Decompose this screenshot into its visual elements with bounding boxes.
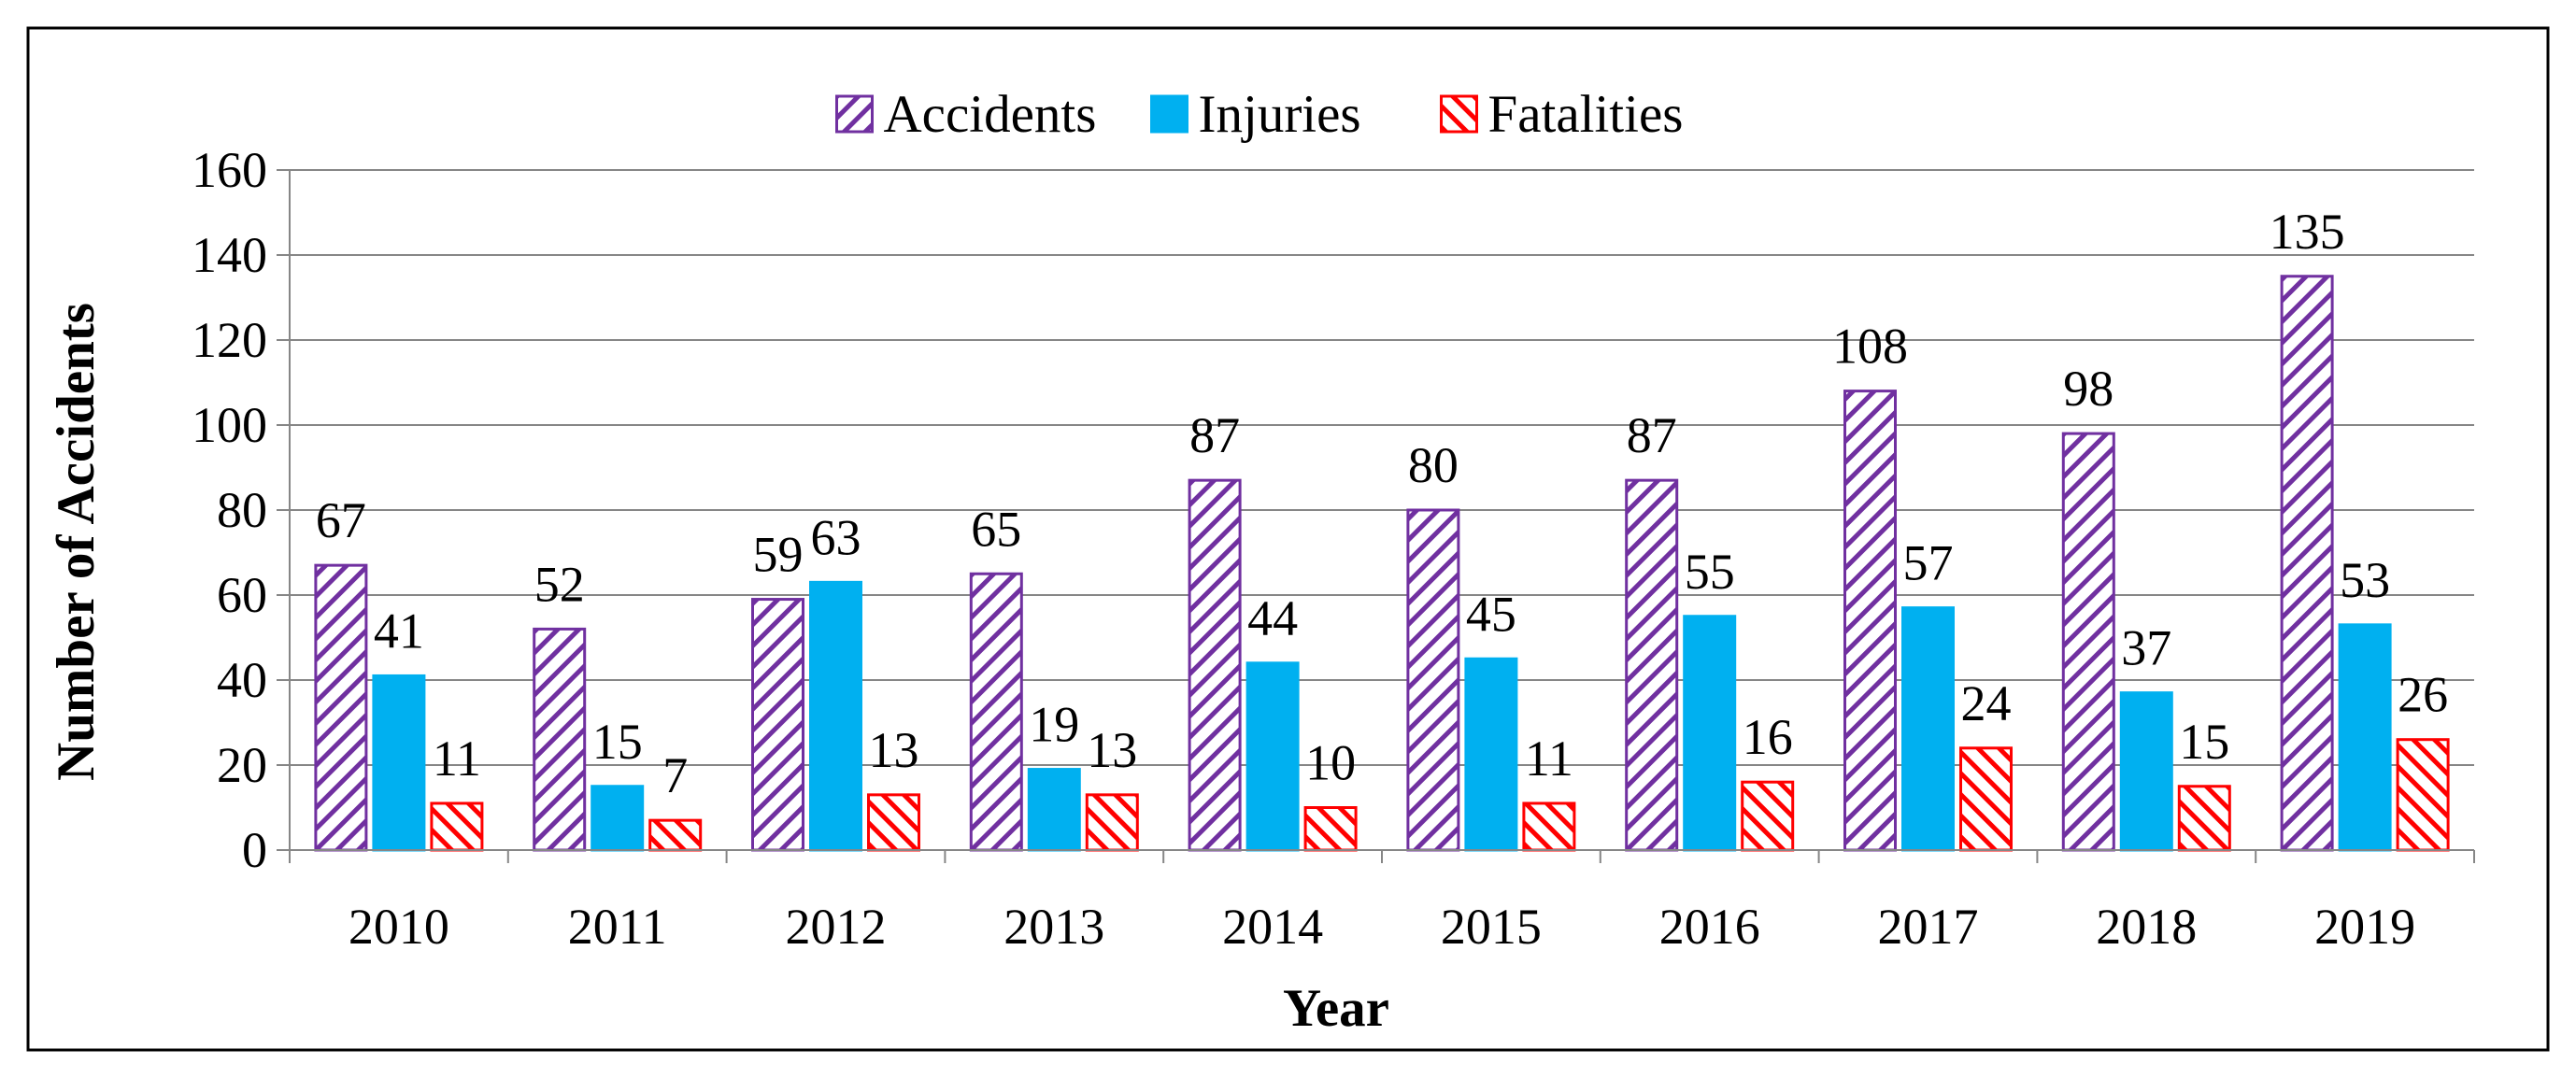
x-tick-label: 2019 (2314, 899, 2415, 955)
bar-fatalities (2396, 738, 2450, 852)
data-label-injuries: 57 (1903, 535, 1954, 591)
y-tick-label: 40 (217, 652, 267, 708)
data-label-fatalities: 11 (1525, 730, 1573, 787)
data-label-injuries: 53 (2340, 552, 2390, 608)
x-tick-label: 2015 (1441, 899, 1542, 955)
bar-injuries (372, 674, 426, 852)
legend-label-accidents: Accidents (884, 85, 1097, 144)
data-label-accidents: 67 (316, 492, 366, 548)
bar-injuries (1027, 768, 1081, 852)
bar-injuries (1683, 615, 1737, 852)
y-axis-title: Number of Accidents (47, 303, 106, 781)
bar-fatalities (430, 801, 484, 852)
data-labels: 67 52 59 65 87 80 87 108 98 135 41 15 63 19 44 45 55 57 37… (316, 204, 2448, 803)
legend-label-fatalities: Fatalities (1488, 85, 1684, 144)
x-tick-label: 2013 (1003, 899, 1104, 955)
legend-label-injuries: Injuries (1199, 85, 1361, 144)
data-label-fatalities: 10 (1305, 735, 1356, 791)
data-label-accidents: 59 (753, 527, 804, 583)
x-tick-label: 2018 (2096, 899, 2197, 955)
bar-fatalities (1085, 793, 1139, 852)
bar-injuries (2338, 623, 2392, 852)
y-tick-label: 60 (217, 567, 267, 623)
data-label-accidents: 135 (2270, 204, 2345, 260)
bar-fatalities (1522, 801, 1576, 852)
data-label-accidents: 98 (2063, 361, 2113, 417)
y-tick-label: 140 (192, 227, 267, 283)
data-label-fatalities: 24 (1961, 675, 2012, 731)
y-tick-label: 120 (192, 312, 267, 368)
x-tick-label: 2017 (1878, 899, 1979, 955)
bar-fatalities (1303, 806, 1358, 852)
bar-accidents (1625, 478, 1679, 852)
bar-accidents (2061, 432, 2115, 852)
data-label-injuries: 41 (374, 603, 424, 659)
y-tick-label: 100 (192, 397, 267, 453)
data-label-fatalities: 13 (1087, 722, 1137, 778)
bar-accidents (751, 598, 804, 852)
data-label-injuries: 44 (1247, 590, 1298, 646)
data-label-injuries: 15 (592, 714, 643, 770)
legend-swatch-fatalities (1440, 94, 1478, 134)
data-label-accidents: 80 (1408, 437, 1459, 493)
data-label-accidents: 87 (1627, 407, 1677, 463)
x-axis-title: Year (1283, 979, 1389, 1038)
bar-fatalities (1959, 746, 2013, 852)
bar-injuries (1245, 661, 1300, 852)
data-label-injuries: 63 (811, 509, 861, 565)
bar-accidents (1843, 390, 1897, 852)
bar-accidents (2280, 275, 2334, 852)
bar-fatalities (1741, 780, 1795, 852)
data-label-accidents: 52 (534, 556, 585, 612)
data-label-accidents: 108 (1832, 319, 1908, 375)
bar-fatalities (648, 818, 703, 852)
data-label-injuries: 45 (1466, 586, 1516, 642)
data-label-injuries: 55 (1685, 544, 1735, 600)
bar-fatalities (2177, 785, 2231, 852)
bar-accidents (969, 572, 1023, 852)
bar-injuries (591, 785, 645, 852)
gridlines (290, 169, 2474, 766)
y-tick-label: 20 (217, 737, 267, 793)
data-label-fatalities: 11 (433, 730, 481, 787)
x-tick-label: 2011 (568, 899, 667, 955)
x-tick-label: 2010 (349, 899, 449, 955)
x-tick-label: 2016 (1659, 899, 1760, 955)
data-label-fatalities: 16 (1743, 709, 1793, 765)
legend-swatch-accidents (835, 94, 874, 134)
data-label-fatalities: 7 (662, 747, 688, 803)
axes: 0 20 40 60 80 100 120 140 160 2010 2011 2012 2013 201… (192, 142, 2475, 955)
bar-injuries (1464, 657, 1518, 852)
bar-injuries (2119, 691, 2173, 852)
legend-swatch-injuries (1150, 94, 1188, 134)
y-tick-label: 80 (217, 482, 267, 538)
data-label-fatalities: 26 (2398, 667, 2448, 723)
bar-accidents (1406, 508, 1460, 852)
data-label-injuries: 37 (2121, 620, 2171, 676)
bar-injuries (809, 580, 862, 852)
y-tick-label: 160 (192, 142, 267, 198)
data-label-accidents: 65 (971, 501, 1021, 557)
bar-accidents (314, 563, 368, 852)
legend: Accidents Injuries Fatalities (835, 85, 1684, 144)
data-label-fatalities: 13 (869, 722, 919, 778)
bar-injuries (1901, 606, 1955, 852)
bar-accidents (1188, 478, 1242, 852)
data-label-accidents: 87 (1189, 407, 1240, 463)
x-tick-label: 2012 (786, 899, 887, 955)
bar-fatalities (867, 793, 920, 852)
y-tick-label: 0 (242, 822, 267, 878)
x-tick-label: 2014 (1222, 899, 1323, 955)
chart-frame (26, 26, 2550, 1052)
bar-accidents (533, 627, 587, 852)
data-label-fatalities: 15 (2179, 714, 2229, 770)
data-label-injuries: 19 (1029, 697, 1079, 753)
